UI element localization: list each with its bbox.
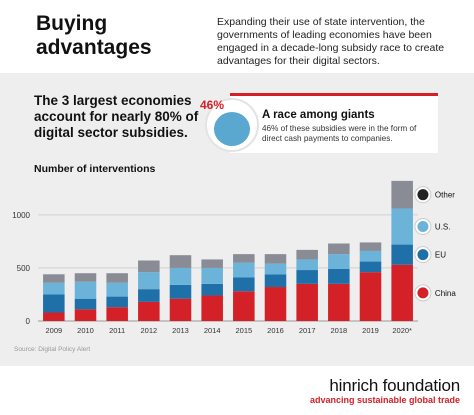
bar-eu-2012: [138, 289, 160, 302]
bar-china-2017: [296, 283, 318, 321]
x-tick-label: 2012: [140, 326, 157, 335]
bar-china-2020: [391, 264, 413, 321]
bar-china-2018: [328, 283, 350, 321]
bar-eu-2015: [233, 277, 255, 292]
bar-china-2013: [169, 298, 192, 321]
x-tick-label: 2015: [235, 326, 252, 335]
bar-other-2018: [328, 243, 350, 255]
bar-other-2020: [391, 180, 413, 209]
bar-other-2017: [296, 249, 318, 260]
y-tick-label: 0: [26, 317, 31, 326]
bar-china-2014: [201, 295, 223, 321]
bar-us-2016: [264, 263, 287, 275]
bar-eu-2013: [169, 284, 192, 299]
bar-other-2015: [233, 254, 255, 263]
x-tick-label: 2014: [204, 326, 221, 335]
legend-label: U.S.: [435, 223, 451, 232]
bar-us-2011: [106, 282, 128, 297]
bar-us-2019: [359, 250, 382, 262]
source-note: Source: Digital Policy Alert: [14, 346, 91, 353]
chart-title: Number of interventions: [34, 163, 156, 175]
intro-text: Expanding their use of state interventio…: [217, 16, 445, 67]
legend-other-icon: [417, 189, 429, 201]
x-tick-label: 2010: [77, 326, 94, 335]
bar-eu-2010: [74, 298, 97, 310]
brand-tagline: advancing sustainable global trade: [309, 395, 460, 405]
bar-us-2018: [328, 254, 350, 269]
bar-us-2013: [169, 267, 192, 285]
page-title: Buying advantages: [36, 12, 152, 59]
bar-china-2011: [106, 307, 128, 321]
bar-eu-2011: [106, 296, 128, 308]
header: Buying advantages Expanding their use of…: [0, 0, 474, 73]
callout-title: A race among giants: [262, 109, 375, 121]
bar-other-2010: [74, 273, 97, 282]
bar-eu-2014: [201, 283, 223, 296]
y-tick-label: 1000: [12, 211, 30, 220]
bar-us-2010: [74, 281, 97, 299]
callout-text: 46% of these subsidies were in the form …: [262, 124, 417, 143]
legend-label: Other: [435, 191, 455, 200]
bar-other-2013: [169, 255, 192, 268]
legend-china-icon: [417, 287, 429, 299]
bar-eu-2018: [328, 268, 350, 284]
legend-eu-icon: [417, 249, 429, 261]
bar-eu-2009: [43, 294, 65, 313]
x-tick-label: 2013: [172, 326, 189, 335]
y-tick-label: 500: [17, 264, 31, 273]
bar-us-2012: [138, 272, 160, 290]
stacked-bar-chart: 0 500 1000 2009 2010 2011 2012 2013 2014 2015 2016…: [12, 180, 456, 335]
bar-china-2019: [359, 272, 382, 321]
legend-label: China: [435, 289, 456, 298]
bar-china-2016: [264, 287, 287, 321]
x-tick-label: 2020*: [392, 326, 412, 335]
bar-other-2011: [106, 273, 128, 283]
x-tick-label: 2016: [267, 326, 284, 335]
x-tick-label: 2018: [330, 326, 347, 335]
bar-eu-2016: [264, 274, 287, 288]
callout-percent: 46%: [200, 98, 225, 112]
bar-other-2009: [43, 274, 65, 283]
brand-name: hinrich foundation: [329, 376, 460, 395]
legend-us-icon: [417, 221, 429, 233]
x-tick-label: 2019: [362, 326, 379, 335]
bar-eu-2017: [296, 270, 318, 284]
callout-box: [230, 93, 438, 153]
bar-other-2016: [264, 254, 287, 264]
badge-inner-icon: [214, 112, 250, 146]
brand-block: hinrich foundation advancing sustainable…: [310, 376, 460, 406]
x-tick-label: 2017: [299, 326, 316, 335]
bar-other-2012: [138, 260, 160, 273]
headline: The 3 largest economies account for near…: [34, 93, 199, 140]
bar-other-2019: [359, 242, 382, 251]
legend-label: EU: [435, 251, 446, 260]
bar-china-2009: [43, 312, 65, 321]
bar-china-2015: [233, 291, 255, 321]
bar-eu-2019: [359, 261, 382, 273]
bar-china-2010: [74, 309, 97, 321]
bar-us-2017: [296, 259, 318, 271]
bar-us-2009: [43, 282, 65, 295]
bar-us-2014: [201, 267, 223, 284]
bar-other-2014: [201, 259, 223, 268]
bar-us-2020: [391, 208, 413, 245]
bar-us-2015: [233, 262, 255, 278]
bar-china-2012: [138, 301, 160, 321]
x-tick-label: 2011: [109, 326, 125, 335]
bar-eu-2020: [391, 244, 413, 265]
x-tick-label: 2009: [45, 326, 62, 335]
